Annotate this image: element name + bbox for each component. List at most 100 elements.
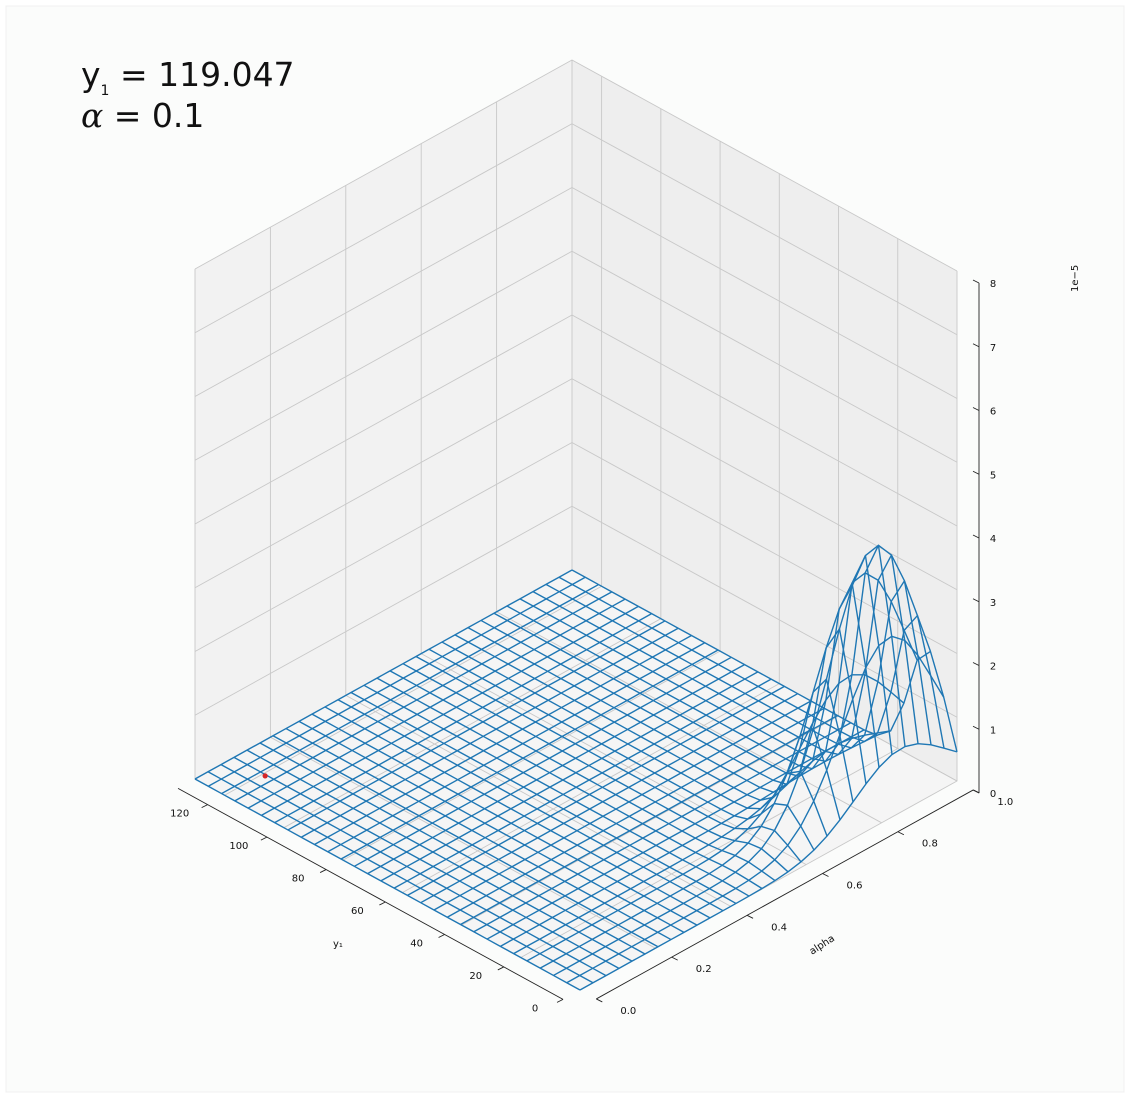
x-axis-line bbox=[177, 788, 564, 1000]
z-tick-label: 8 bbox=[990, 279, 996, 290]
wire-line-alpha bbox=[285, 727, 672, 941]
wire-line-alpha bbox=[194, 778, 581, 991]
wire-line-alpha bbox=[506, 554, 893, 770]
grid-line-z bbox=[194, 314, 958, 527]
wire-line-alpha bbox=[545, 580, 932, 749]
wire-line-alpha bbox=[337, 699, 724, 912]
wire-line-y1 bbox=[327, 642, 706, 853]
wire-line-alpha bbox=[532, 554, 919, 756]
wire-line-y1 bbox=[314, 634, 692, 846]
wire-line-alpha bbox=[246, 749, 633, 962]
wire-line-y1 bbox=[261, 605, 639, 816]
wire-line-alpha bbox=[441, 641, 828, 837]
z-tick-label: 3 bbox=[990, 598, 996, 609]
wire-line-alpha bbox=[480, 619, 867, 785]
wire-line-y1 bbox=[194, 569, 573, 780]
wire-line-y1 bbox=[353, 656, 732, 867]
y-tick-mark bbox=[596, 998, 603, 1003]
wire-line-y1 bbox=[300, 627, 679, 838]
wire-line-y1 bbox=[234, 591, 613, 802]
wire-line-y1 bbox=[553, 544, 932, 977]
x-tick-label: 80 bbox=[292, 874, 305, 885]
wire-line-y1 bbox=[367, 663, 745, 875]
y-tick-label: 0.0 bbox=[620, 1006, 636, 1017]
annotation-y1: y1 = 119.047 bbox=[81, 58, 295, 98]
z-tick-mark bbox=[972, 279, 980, 284]
y-tick-mark bbox=[671, 956, 678, 961]
y-axis-line bbox=[596, 789, 974, 1000]
y-tick-label: 0.6 bbox=[847, 881, 863, 892]
z-axis-ticks: 0 1 2 3 4 5 6 7 8 bbox=[972, 279, 996, 800]
z-tick-label: 0 bbox=[990, 789, 996, 800]
wire-line-alpha bbox=[415, 655, 802, 863]
wireframe-surface bbox=[194, 544, 958, 991]
wire-line-alpha bbox=[428, 648, 815, 851]
wire-line-alpha bbox=[272, 735, 659, 948]
wire-line-y1 bbox=[539, 572, 918, 969]
wire-line-y1 bbox=[473, 722, 852, 933]
z-tick-mark bbox=[972, 343, 980, 348]
z-tick-mark bbox=[972, 662, 980, 666]
wire-line-alpha bbox=[493, 584, 880, 777]
z-tick-mark bbox=[972, 534, 980, 539]
x-tick-label: 60 bbox=[351, 906, 364, 917]
x-tick-mark bbox=[497, 966, 505, 971]
wire-line-alpha bbox=[376, 677, 763, 890]
wire-line-alpha bbox=[571, 569, 958, 753]
x-tick-label: 20 bbox=[469, 971, 482, 982]
wire-line-alpha bbox=[311, 713, 698, 926]
grid-line-z bbox=[194, 441, 958, 654]
grid-line-z bbox=[194, 59, 958, 272]
y-tick-mark bbox=[746, 914, 754, 919]
wire-line-alpha bbox=[402, 663, 789, 873]
wire-line-alpha bbox=[207, 771, 594, 984]
wire-line-y1 bbox=[340, 649, 719, 860]
wire-line-y1 bbox=[500, 734, 878, 947]
grid-line-z bbox=[194, 378, 958, 591]
wire-line-alpha bbox=[259, 742, 646, 955]
y-tick-label: 0.8 bbox=[922, 839, 938, 850]
wire-line-y1 bbox=[460, 714, 838, 926]
grid-line-z bbox=[194, 505, 958, 718]
wire-line-y1 bbox=[433, 700, 812, 911]
x-tick-mark bbox=[319, 869, 327, 873]
wire-line-alpha bbox=[233, 756, 620, 969]
x-tick-label: 120 bbox=[170, 809, 189, 820]
grid-line-z bbox=[194, 250, 958, 463]
annotation-y1-subscript: 1 bbox=[100, 83, 110, 99]
wire-line-y1 bbox=[579, 742, 958, 991]
y-tick-label: 0.2 bbox=[696, 964, 712, 975]
z-tick-mark bbox=[972, 470, 980, 475]
wire-line-y1 bbox=[446, 707, 825, 918]
z-tick-mark bbox=[972, 789, 980, 794]
z-tick-mark bbox=[972, 725, 980, 730]
wire-line-y1 bbox=[566, 635, 945, 984]
annotation-y1-value: = 119.047 bbox=[119, 55, 295, 94]
wire-line-y1 bbox=[420, 693, 799, 904]
annotation-alpha-value: = 0.1 bbox=[113, 96, 205, 135]
annotation-alpha: α = 0.1 bbox=[81, 99, 204, 132]
wire-line-alpha bbox=[363, 684, 750, 897]
wire-line-alpha bbox=[558, 576, 945, 749]
y-tick-mark bbox=[897, 831, 905, 836]
z-tick-mark bbox=[972, 407, 980, 411]
x-tick-mark bbox=[438, 934, 445, 938]
z-tick-mark bbox=[972, 598, 980, 603]
z-tick-label: 2 bbox=[990, 662, 996, 673]
wire-line-y1 bbox=[221, 583, 599, 795]
x-axis-ticks: 0 20 40 60 80 100 120 bbox=[170, 804, 564, 1014]
x-tick-label: 0 bbox=[532, 1003, 538, 1014]
z-tick-label: 4 bbox=[990, 534, 996, 545]
wire-line-alpha bbox=[350, 691, 737, 905]
wire-line-y1 bbox=[207, 576, 586, 787]
x-tick-mark bbox=[201, 804, 208, 809]
y-tick-mark bbox=[822, 873, 829, 877]
wire-line-alpha bbox=[298, 720, 685, 933]
wire-line-y1 bbox=[526, 674, 905, 962]
wire-line-alpha bbox=[220, 763, 607, 977]
marker-layer bbox=[262, 773, 268, 779]
wire-line-y1 bbox=[407, 685, 785, 897]
wire-line-alpha bbox=[454, 634, 841, 821]
x-tick-label: 100 bbox=[229, 841, 248, 852]
x-tick-mark bbox=[379, 901, 386, 906]
